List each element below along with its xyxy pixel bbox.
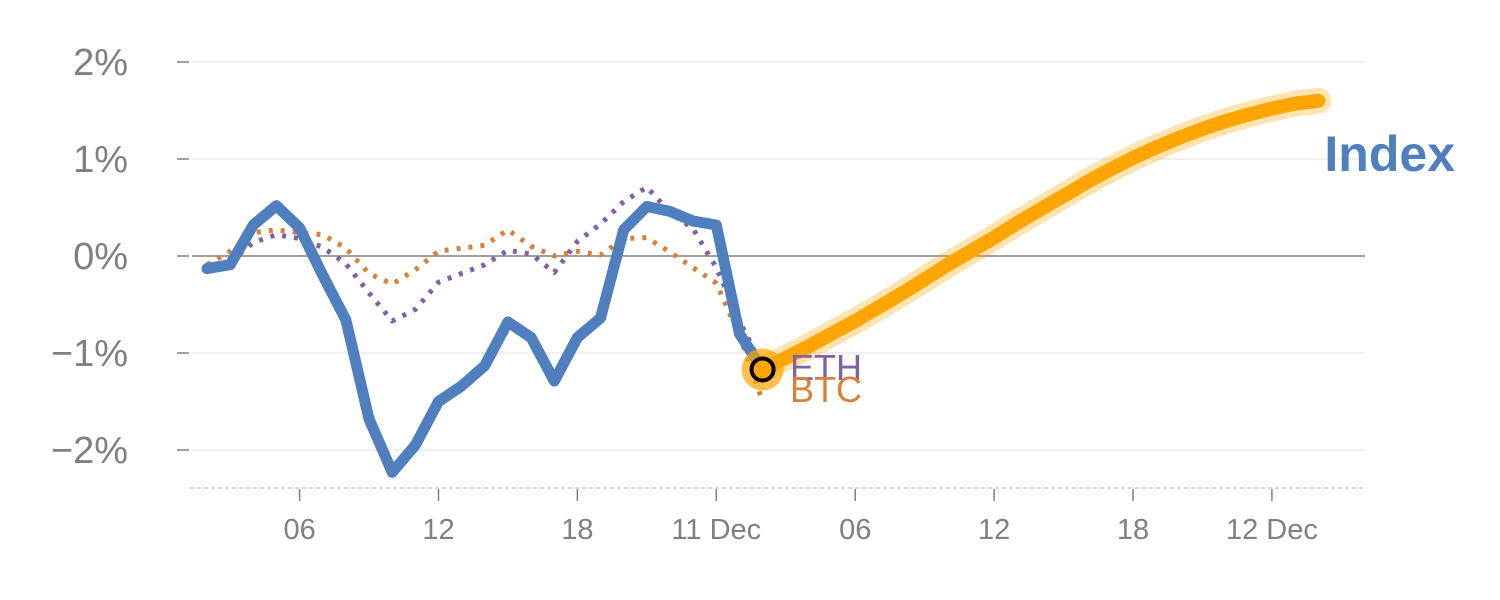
index-label: Index <box>1324 126 1455 182</box>
y-tick-label: −1% <box>51 333 128 375</box>
x-tick-label: 12 <box>978 514 1010 546</box>
junction-marker <box>749 356 776 383</box>
x-tick-label: 06 <box>283 514 315 546</box>
index-series-line <box>201 200 769 478</box>
series-layer <box>201 87 1332 478</box>
forecast-line <box>755 93 1326 377</box>
x-tick-label: 18 <box>561 514 593 546</box>
axis-layer: 2% 1% 0% −1% −2% 06 12 18 11 Dec 06 12 18 12 Dec <box>51 42 1365 546</box>
x-tick-label: 11 Dec <box>671 514 761 546</box>
x-tick-label: 12 <box>422 514 454 546</box>
eth-series-line <box>206 184 765 368</box>
y-tick-label: 1% <box>73 139 128 181</box>
x-tick-label: 18 <box>1117 514 1149 546</box>
x-tick-label: 06 <box>839 514 871 546</box>
y-tick-label: 2% <box>73 42 128 84</box>
y-tick-label: 0% <box>73 236 128 278</box>
y-tick-label: −2% <box>51 430 128 472</box>
btc-label: BTC <box>790 369 862 410</box>
x-tick-label: 12 Dec <box>1226 514 1318 546</box>
eth-label: ETH <box>790 347 862 388</box>
